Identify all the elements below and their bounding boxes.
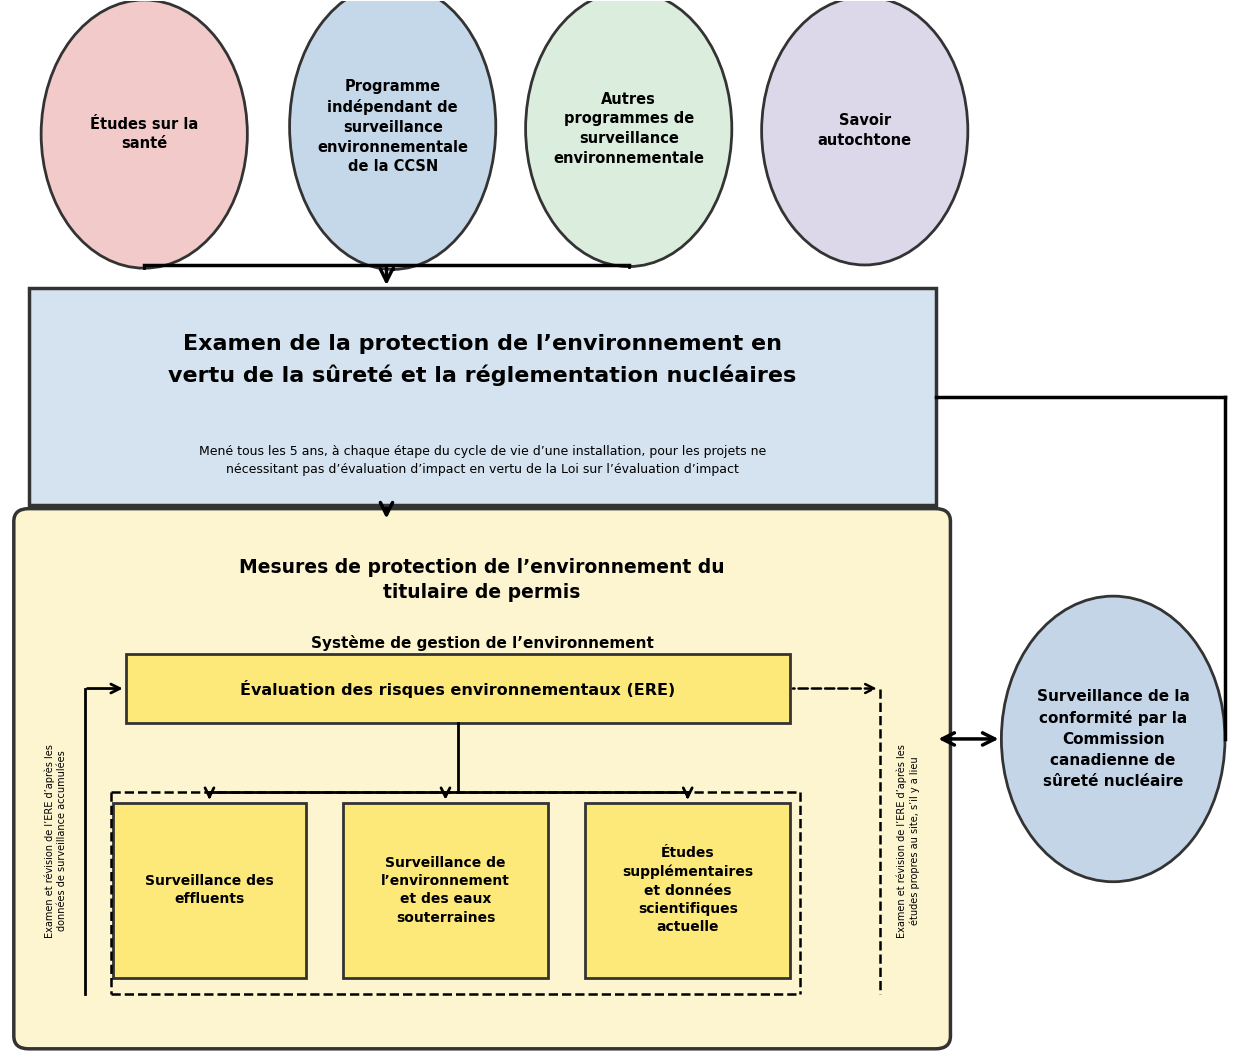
FancyBboxPatch shape — [14, 509, 950, 1049]
Ellipse shape — [290, 0, 496, 269]
Text: Surveillance des
effluents: Surveillance des effluents — [146, 874, 274, 907]
Ellipse shape — [525, 0, 732, 267]
FancyBboxPatch shape — [113, 802, 306, 978]
Text: Surveillance de
l’environnement
et des eaux
souterraines: Surveillance de l’environnement et des e… — [381, 855, 510, 925]
Text: Études
supplémentaires
et données
scientifiques
actuelle: Études supplémentaires et données scient… — [622, 846, 753, 934]
FancyBboxPatch shape — [29, 288, 935, 505]
Text: Autres
programmes de
surveillance
environnementale: Autres programmes de surveillance enviro… — [553, 92, 705, 166]
Text: Surveillance de la
conformité par la
Commission
canadienne de
sûreté nucléaire: Surveillance de la conformité par la Com… — [1037, 688, 1190, 789]
Ellipse shape — [762, 0, 967, 265]
FancyBboxPatch shape — [126, 654, 791, 724]
Text: Mené tous les 5 ans, à chaque étape du cycle de vie d’une installation, pour les: Mené tous les 5 ans, à chaque étape du c… — [198, 446, 766, 477]
Text: Programme
indépendant de
surveillance
environnementale
de la CCSN: Programme indépendant de surveillance en… — [317, 79, 468, 174]
Text: Examen et révision de l’ERE d’après les
données de surveillance accumulées: Examen et révision de l’ERE d’après les … — [45, 744, 67, 938]
Ellipse shape — [41, 0, 248, 268]
Text: Système de gestion de l’environnement: Système de gestion de l’environnement — [311, 635, 654, 651]
Text: Études sur la
santé: Études sur la santé — [90, 117, 198, 151]
Text: Savoir
autochtone: Savoir autochtone — [818, 114, 911, 148]
Ellipse shape — [1001, 596, 1225, 882]
Text: Évaluation des risques environnementaux (ERE): Évaluation des risques environnementaux … — [240, 680, 676, 698]
Text: Examen et révision de l’ERE d’après les
études propres au site, s’il y a lieu: Examen et révision de l’ERE d’après les … — [896, 744, 920, 938]
Text: Examen de la protection de l’environnement en
vertu de la sûreté et la réglement: Examen de la protection de l’environneme… — [168, 334, 797, 386]
Text: Mesures de protection de l’environnement du
titulaire de permis: Mesures de protection de l’environnement… — [239, 558, 725, 602]
FancyBboxPatch shape — [344, 802, 548, 978]
FancyBboxPatch shape — [585, 802, 791, 978]
